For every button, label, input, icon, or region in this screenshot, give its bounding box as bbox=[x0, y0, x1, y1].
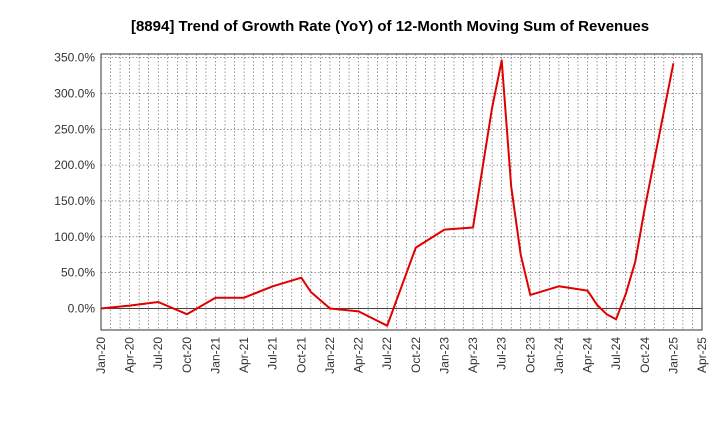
x-tick-label: Oct-22 bbox=[409, 337, 423, 373]
x-tick-label: Apr-21 bbox=[237, 337, 251, 373]
x-tick-label: Jan-21 bbox=[209, 337, 223, 374]
y-tick-label: 150.0% bbox=[54, 194, 95, 208]
x-tick-label: Jan-20 bbox=[94, 337, 108, 374]
x-tick-label: Jan-23 bbox=[437, 337, 451, 374]
x-tick-label: Apr-20 bbox=[123, 337, 137, 373]
x-tick-label: Jul-22 bbox=[380, 337, 394, 370]
x-tick-label: Oct-24 bbox=[638, 337, 652, 373]
y-tick-label: 0.0% bbox=[68, 301, 96, 315]
x-tick-label: Jul-24 bbox=[609, 337, 623, 370]
plot-border bbox=[100, 53, 703, 331]
y-tick-label: 100.0% bbox=[54, 230, 95, 244]
x-tick-label: Apr-24 bbox=[581, 337, 595, 373]
y-tick-label: 200.0% bbox=[54, 158, 95, 172]
y-tick-label: 300.0% bbox=[54, 86, 95, 100]
y-tick-label: 350.0% bbox=[54, 51, 95, 65]
x-tick-label: Apr-22 bbox=[352, 337, 366, 373]
x-tick-label: Oct-20 bbox=[180, 337, 194, 373]
x-tick-label: Oct-21 bbox=[294, 337, 308, 373]
series-line bbox=[100, 59, 675, 327]
x-tick-label: Jul-21 bbox=[266, 337, 280, 370]
x-tick-label: Jan-22 bbox=[323, 337, 337, 374]
x-tick-label: Jan-25 bbox=[666, 337, 680, 374]
series-layer bbox=[100, 59, 675, 327]
x-tick-label: Jul-20 bbox=[151, 337, 165, 370]
x-tick-label: Apr-25 bbox=[695, 337, 709, 373]
x-axis-ticks: Jan-20 Apr-20 Jul-20 Oct-20 Jan-21 Apr-21 Jul-… bbox=[94, 337, 709, 374]
x-tick-label: Jan-24 bbox=[552, 337, 566, 374]
x-tick-label: Apr-23 bbox=[466, 337, 480, 373]
y-tick-label: 50.0% bbox=[61, 266, 95, 280]
y-tick-label: 250.0% bbox=[54, 122, 95, 136]
x-tick-label: Oct-23 bbox=[523, 337, 537, 373]
grid-lines bbox=[101, 54, 702, 330]
plot-frame bbox=[100, 53, 703, 331]
chart-title: [8894] Trend of Growth Rate (YoY) of 12-… bbox=[131, 18, 649, 35]
x-tick-label: Jul-23 bbox=[495, 337, 509, 370]
y-axis-ticks: 0.0% 50.0% 100.0% 150.0% 200.0% 250.0% 300.0% 3… bbox=[54, 51, 95, 316]
